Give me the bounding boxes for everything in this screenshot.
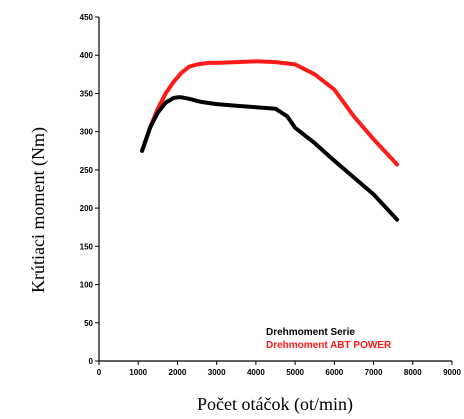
x-tick-label: 5000 [286, 368, 304, 377]
legend: Drehmoment Serie Drehmoment ABT POWER [266, 327, 392, 351]
x-tick-label: 6000 [325, 368, 343, 377]
x-tick-label: 2000 [169, 368, 187, 377]
x-tick-label: 4000 [247, 368, 265, 377]
y-tick-label: 50 [84, 319, 93, 328]
x-tick-label: 7000 [365, 368, 383, 377]
x-tick-label: 9000 [443, 368, 461, 377]
y-tick-label: 100 [80, 281, 94, 290]
y-axis-title: Krútiaci moment (Nm) [28, 127, 49, 293]
y-tick-label: 250 [80, 166, 94, 175]
series-line-serie [140, 95, 400, 222]
legend-entry-serie: Drehmoment Serie [266, 327, 355, 338]
series-line-abt-power [140, 59, 400, 167]
x-tick-label: 8000 [404, 368, 422, 377]
x-axis-title: Počet otáčok (ot/min) [197, 394, 353, 415]
axes [98, 17, 452, 362]
x-tick-label: 1000 [129, 368, 147, 377]
x-tick-label: 0 [97, 368, 102, 377]
y-tick-label: 150 [80, 242, 94, 251]
x-tick-label: 3000 [208, 368, 226, 377]
y-tick-label: 300 [80, 128, 94, 137]
ticks: 0 50 100 150 200 250 300 350 400 450 0 1000 2000 3000… [80, 13, 462, 377]
series-lines [140, 59, 400, 222]
legend-entry-abt-power: Drehmoment ABT POWER [266, 340, 392, 351]
y-tick-label: 200 [80, 204, 94, 213]
y-tick-label: 0 [89, 357, 94, 366]
y-tick-label: 400 [80, 51, 94, 60]
y-tick-label: 350 [80, 89, 94, 98]
y-tick-label: 450 [80, 13, 94, 22]
